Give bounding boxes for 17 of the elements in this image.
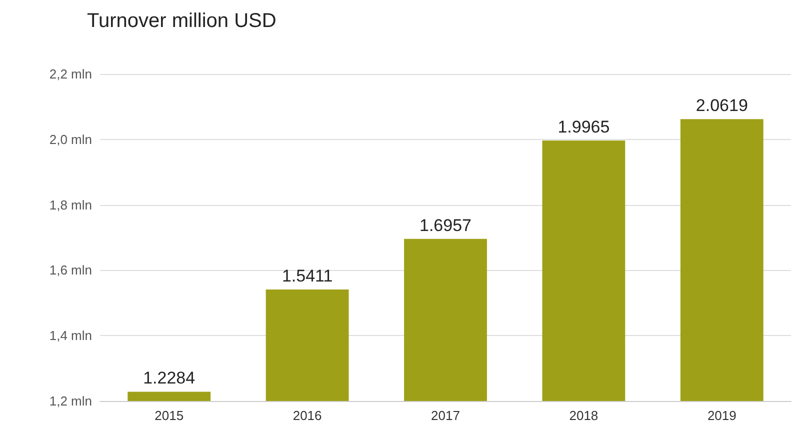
y-tick-label: 1,8 mln — [49, 197, 92, 212]
data-label: 1.9965 — [558, 118, 610, 137]
x-tick-label: 2016 — [292, 408, 322, 423]
x-tick-label: 2015 — [154, 408, 184, 423]
data-label: 1.5411 — [282, 266, 333, 286]
data-label: 2.0619 — [696, 96, 748, 116]
x-tick-label: 2018 — [569, 408, 598, 423]
y-tick-label: 2,0 mln — [49, 132, 92, 147]
y-tick-label: 1,2 mln — [49, 394, 92, 408]
y-tick-label: 1,4 mln — [49, 328, 92, 344]
x-tick-label: 2019 — [707, 408, 736, 423]
x-tick-label: 2017 — [431, 408, 460, 423]
chart-title: Turnover million USD — [87, 10, 276, 32]
y-tick-label: 1,6 mln — [49, 262, 92, 278]
y-tick-label: 2,2 mln — [49, 66, 92, 82]
data-label: 1.2284 — [143, 368, 196, 388]
data-label: 1.6957 — [420, 216, 472, 235]
